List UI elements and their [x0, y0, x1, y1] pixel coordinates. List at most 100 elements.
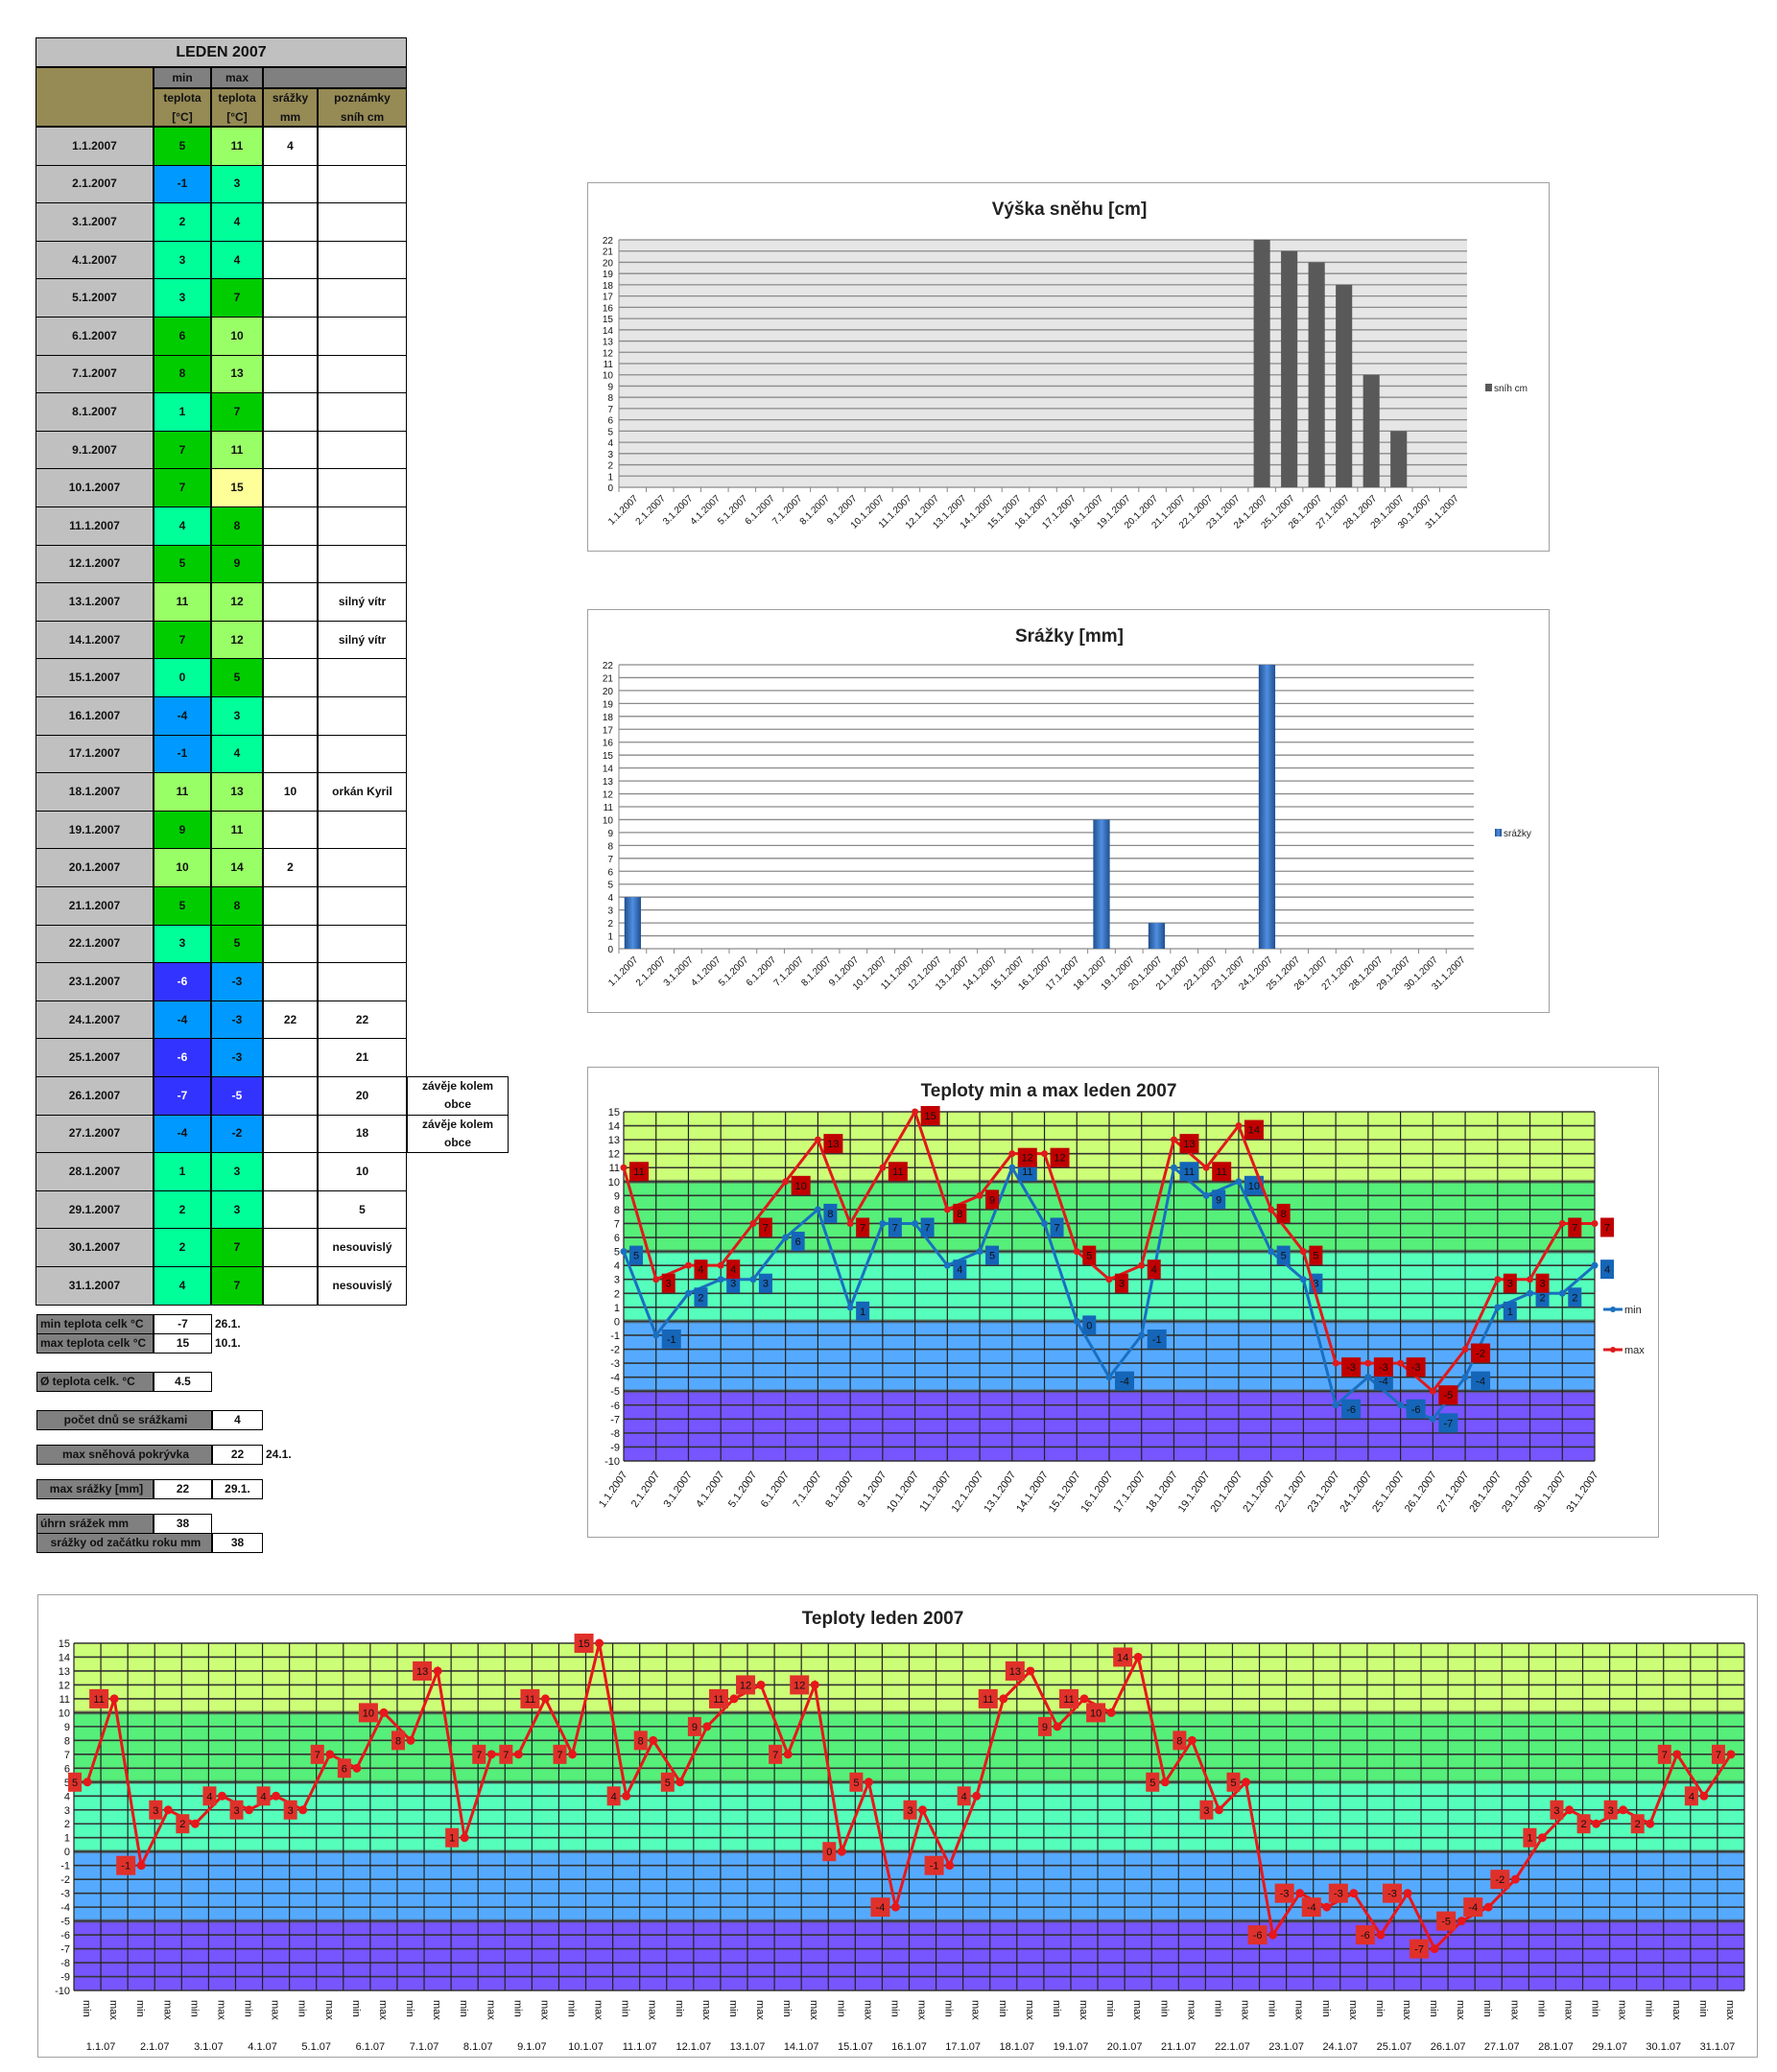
- data-label-box: [1438, 1385, 1458, 1405]
- data-label: -1: [121, 1861, 130, 1872]
- x-sub-label: max: [1617, 2000, 1628, 2020]
- data-label-box: [1113, 1647, 1133, 1667]
- data-point-max: [1202, 1164, 1210, 1171]
- data-label-box: [1600, 1217, 1614, 1237]
- data-label: 7: [557, 1750, 562, 1761]
- data-label: 14: [1117, 1652, 1128, 1663]
- data-label-box: [1523, 1827, 1537, 1848]
- x-tick-label: 13.1.2007: [982, 1470, 1018, 1515]
- y-tick-label: 3: [607, 906, 613, 917]
- data-label: 3: [763, 1279, 769, 1290]
- data-label: 5: [989, 1251, 995, 1262]
- data-label-box: [1341, 1399, 1362, 1419]
- y-tick-label: 9: [607, 382, 613, 392]
- data-label: 13: [827, 1139, 839, 1150]
- data-point: [1430, 1944, 1439, 1954]
- row-precip: [263, 468, 318, 507]
- row-min-temp: 1: [154, 392, 211, 432]
- data-label-box: [1382, 1883, 1402, 1903]
- bar: [1148, 923, 1166, 949]
- x-tick-label: 8.1.07: [463, 2041, 493, 2053]
- y-tick-label: -8: [610, 1428, 620, 1440]
- data-label: -6: [1346, 1404, 1356, 1416]
- max-precip-value: 22: [154, 1479, 212, 1499]
- x-sub-label: min: [511, 2000, 523, 2017]
- data-label: 3: [1507, 1279, 1513, 1290]
- x-tick-label: 4.1.2007: [694, 1470, 726, 1510]
- data-label-box: [870, 1897, 890, 1918]
- data-label: 2: [1580, 1819, 1586, 1830]
- data-label: 7: [892, 1222, 898, 1234]
- data-point-max: [1332, 1359, 1339, 1367]
- x-tick-label: 7.1.07: [410, 2041, 439, 2053]
- row-note: [318, 924, 407, 964]
- data-point-max: [782, 1178, 790, 1186]
- bar: [624, 897, 641, 949]
- data-label: 10: [1248, 1181, 1260, 1192]
- row-date: 8.1.2007: [36, 392, 154, 432]
- data-point: [1376, 1930, 1386, 1940]
- data-label: -3: [1334, 1889, 1343, 1900]
- data-label: 5: [1281, 1251, 1287, 1262]
- row-note: [318, 544, 407, 584]
- x-sub-label: max: [270, 2000, 281, 2020]
- y-tick-label: -1: [60, 1861, 70, 1872]
- row-date: 4.1.2007: [36, 240, 154, 280]
- data-point: [1026, 1666, 1035, 1676]
- data-label-box: [694, 1260, 708, 1280]
- data-label: 11: [1063, 1694, 1074, 1706]
- data-label-box: [1309, 1245, 1323, 1265]
- row-note: [318, 430, 407, 470]
- max-precip-label: max srážky [mm]: [36, 1479, 154, 1499]
- y-tick-label: 0: [607, 483, 613, 494]
- data-label: 12: [740, 1680, 751, 1691]
- x-sub-label: max: [862, 2000, 873, 2020]
- x-sub-label: max: [215, 2000, 226, 2020]
- x-sub-label: max: [323, 2000, 335, 2020]
- data-label-box: [920, 1106, 940, 1125]
- y-tick-label: -3: [610, 1358, 620, 1370]
- data-label-box: [694, 1287, 708, 1307]
- x-sub-label: min: [296, 2000, 308, 2017]
- bar: [1258, 665, 1276, 949]
- x-tick-label: 9.1.2007: [856, 1470, 888, 1510]
- data-label: 7: [772, 1750, 778, 1761]
- data-point: [109, 1694, 119, 1704]
- data-label-box: [1017, 1147, 1037, 1167]
- row-note: 20: [318, 1076, 407, 1116]
- y-tick-label: -2: [610, 1345, 620, 1356]
- x-sub-label: max: [1724, 2000, 1736, 2020]
- row-min-temp: 1: [154, 1152, 211, 1191]
- x-sub-label: max: [700, 2000, 712, 2020]
- data-point-min: [846, 1304, 854, 1311]
- data-label: -3: [1387, 1889, 1397, 1900]
- data-label: 9: [1216, 1194, 1221, 1206]
- y-tick-label: 7: [64, 1750, 70, 1761]
- x-sub-label: max: [107, 2000, 119, 2020]
- data-label-box: [1630, 1814, 1645, 1834]
- data-label: -4: [1379, 1377, 1388, 1388]
- row-date: 19.1.2007: [36, 810, 154, 850]
- y-tick-label: 8: [607, 841, 613, 852]
- x-sub-label: max: [1240, 2000, 1251, 2020]
- data-label: 4: [1151, 1264, 1157, 1276]
- data-label-box: [1147, 1329, 1167, 1349]
- y-tick-label: 14: [608, 1121, 620, 1133]
- data-label-box: [520, 1688, 540, 1708]
- data-label: 7: [1604, 1222, 1610, 1234]
- data-label-box: [176, 1814, 190, 1834]
- row-note: nesouvislý: [318, 1228, 407, 1267]
- data-label-box: [1503, 1301, 1517, 1321]
- temperature-chart: Teploty leden 2007 -10 -9 -8 -7 -6 -5 -4 -3 -2 -1 0…: [37, 1594, 1758, 2058]
- data-point-max: [1235, 1122, 1243, 1130]
- row-max-temp: 8: [211, 506, 263, 546]
- x-sub-label: min: [1428, 2000, 1439, 2017]
- x-sub-label: min: [1212, 2000, 1223, 2017]
- row-min-temp: -4: [154, 696, 211, 736]
- x-tick-label: 17.1.2007: [1111, 1470, 1148, 1515]
- row-max-temp: 4: [211, 202, 263, 242]
- max-precip-date: 29.1.: [212, 1479, 263, 1499]
- x-tick-label: 2.1.07: [140, 2041, 170, 2053]
- data-point-min: [1461, 1374, 1469, 1381]
- y-tick-label: 7: [607, 405, 613, 415]
